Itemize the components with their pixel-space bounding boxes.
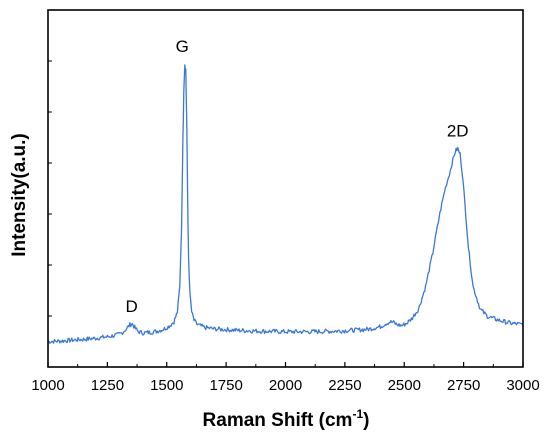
x-tick-label-2000: 2000: [269, 377, 302, 394]
x-tick-label-2500: 2500: [388, 377, 421, 394]
x-tick-label-1250: 1250: [91, 377, 124, 394]
spectrum-line: [47, 64, 524, 344]
x-tick-label-3000: 3000: [506, 377, 539, 394]
y-axis-title: Intensity(a.u.): [9, 133, 30, 257]
peak-label-g: G: [176, 37, 189, 56]
x-axis-title-superscript: -1: [352, 407, 363, 421]
peak-label-d: D: [125, 297, 137, 316]
peak-annotations: D G 2D: [125, 37, 468, 316]
x-tick-label-1500: 1500: [150, 377, 183, 394]
x-tick-label-2250: 2250: [328, 377, 361, 394]
plot-frame: [47, 9, 524, 368]
x-tick-label-1750: 1750: [209, 377, 242, 394]
spectrum-series: [47, 64, 524, 344]
x-tick-label-1000: 1000: [31, 377, 64, 394]
x-axis-tick-labels: 1000 1250 1500 1750 2000 2250 2500 2750 3000: [31, 377, 539, 394]
x-axis-title: Raman Shift (cm-1): [203, 407, 370, 431]
x-axis-title-suffix: ): [363, 410, 369, 431]
peak-label-2d: 2D: [447, 122, 469, 141]
x-tick-label-2750: 2750: [447, 377, 480, 394]
